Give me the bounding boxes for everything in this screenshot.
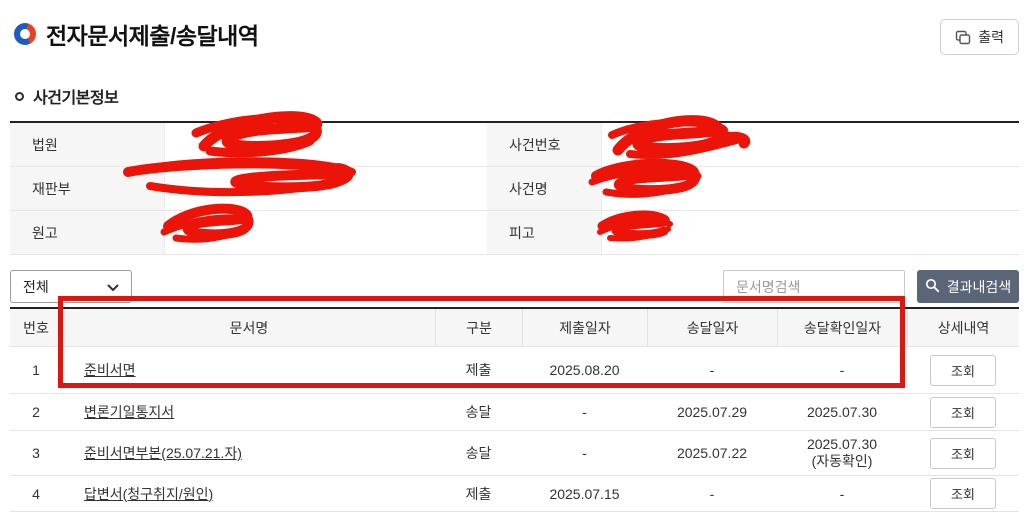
- cell-confirm-date: 2025.07.30: [806, 404, 878, 420]
- cell-submit-date: -: [582, 445, 587, 461]
- cell-delivery-date: 2025.07.29: [676, 404, 748, 420]
- case-info-value-defendant: [602, 211, 1019, 254]
- cell-confirm-date: -: [839, 362, 845, 378]
- case-info-value-case-number: [602, 123, 1019, 166]
- cell-confirm-date: 2025.07.30 (자동확인): [777, 436, 907, 470]
- cell-type: 제출: [465, 362, 492, 378]
- doc-link[interactable]: 준비서면: [84, 362, 136, 378]
- cell-delivery-date: -: [709, 362, 715, 378]
- title-ring-icon: [14, 23, 36, 45]
- case-info-value-case-name: [602, 167, 1019, 210]
- confirm-date-line: 2025.07.30: [806, 436, 878, 453]
- doc-link[interactable]: 답변서(청구취지/원인): [84, 485, 214, 502]
- printer-icon: [955, 30, 971, 45]
- page: 전자문서제출/송달내역 출력 사건기본정보 법원 사건번호 재판부 사건: [10, 0, 1019, 512]
- case-info-label-panel: 재판부: [10, 167, 165, 210]
- confirm-note-line: (자동확인): [811, 453, 873, 469]
- section-header: 사건기본정보: [10, 84, 1019, 108]
- bullet-ring-icon: [15, 91, 24, 101]
- case-info-label-plaintiff: 원고: [10, 211, 165, 254]
- case-info-label-court: 법원: [10, 123, 165, 166]
- page-title: 전자문서제출/송달내역: [46, 23, 259, 49]
- category-select-value: 전체: [23, 278, 49, 295]
- chevron-down-icon: [107, 279, 119, 295]
- table-header-row: 번호 문서명 구분 제출일자 송달일자 송달확인일자 상세내역: [10, 309, 1019, 347]
- col-header-confirm-date: 송달확인일자: [777, 309, 907, 346]
- category-select[interactable]: 전체: [10, 270, 132, 303]
- filter-row: 전체 결과내검색: [10, 270, 1019, 303]
- lookup-button[interactable]: 조회: [930, 354, 996, 386]
- cell-submit-date: 2025.08.20: [549, 362, 620, 378]
- lookup-button[interactable]: 조회: [930, 478, 996, 509]
- cell-no: 1: [32, 362, 40, 378]
- case-info-label-case-number: 사건번호: [487, 123, 602, 166]
- case-info-value-court: [165, 123, 487, 166]
- doc-name-search-input[interactable]: [723, 270, 905, 303]
- magnifier-icon: [925, 278, 940, 296]
- search-in-results-button[interactable]: 결과내검색: [917, 270, 1019, 303]
- cell-delivery-date: 2025.07.22: [676, 445, 748, 461]
- doc-link[interactable]: 변론기일통지서: [84, 404, 175, 420]
- title-wrap: 전자문서제출/송달내역: [10, 17, 259, 51]
- table-row: 1 준비서면 제출 2025.08.20 - - 조회: [10, 347, 1019, 394]
- page-header: 전자문서제출/송달내역 출력: [10, 0, 1019, 55]
- col-header-type: 구분: [435, 309, 522, 346]
- cell-delivery-date: -: [709, 485, 715, 502]
- search-button-label: 결과내검색: [946, 278, 1012, 295]
- cell-no: 2: [32, 404, 40, 420]
- document-table: 번호 문서명 구분 제출일자 송달일자 송달확인일자 상세내역 1 준비서면 제…: [10, 307, 1019, 512]
- cell-no: 3: [32, 445, 40, 461]
- col-header-submit-date: 제출일자: [522, 309, 647, 346]
- col-header-doc-name: 문서명: [62, 309, 435, 346]
- cell-submit-date: 2025.07.15: [549, 485, 620, 502]
- cell-type: 제출: [465, 485, 492, 502]
- print-button-label: 출력: [978, 29, 1004, 45]
- case-info-row: 법원 사건번호: [10, 123, 1019, 167]
- col-header-detail: 상세내역: [907, 309, 1019, 346]
- cell-type: 송달: [465, 445, 492, 461]
- case-info-value-plaintiff: [165, 211, 487, 254]
- cell-type: 송달: [465, 404, 492, 420]
- cell-no: 4: [32, 485, 40, 502]
- doc-link[interactable]: 준비서면부본(25.07.21.자): [84, 445, 242, 461]
- section-title: 사건기본정보: [33, 90, 119, 107]
- case-info-label-case-name: 사건명: [487, 167, 602, 210]
- table-row: 2 변론기일통지서 송달 - 2025.07.29 2025.07.30 조회: [10, 394, 1019, 431]
- case-info-label-defendant: 피고: [487, 211, 602, 254]
- search-group: 결과내검색: [723, 270, 1019, 303]
- case-info-value-panel: [165, 167, 487, 210]
- lookup-button[interactable]: 조회: [930, 396, 996, 428]
- col-header-delivery-date: 송달일자: [647, 309, 777, 346]
- table-row: 3 준비서면부본(25.07.21.자) 송달 - 2025.07.22 202…: [10, 431, 1019, 476]
- table-row: 4 답변서(청구취지/원인) 제출 2025.07.15 - - 조회: [10, 476, 1019, 512]
- lookup-button[interactable]: 조회: [930, 437, 996, 469]
- col-header-no: 번호: [23, 319, 49, 336]
- case-info-row: 재판부 사건명: [10, 167, 1019, 211]
- case-info-row: 원고 피고: [10, 211, 1019, 255]
- cell-submit-date: -: [582, 404, 587, 420]
- case-info-table: 법원 사건번호 재판부 사건명 원고 피고: [10, 121, 1019, 255]
- print-button[interactable]: 출력: [940, 19, 1019, 55]
- cell-confirm-date: -: [839, 485, 845, 502]
